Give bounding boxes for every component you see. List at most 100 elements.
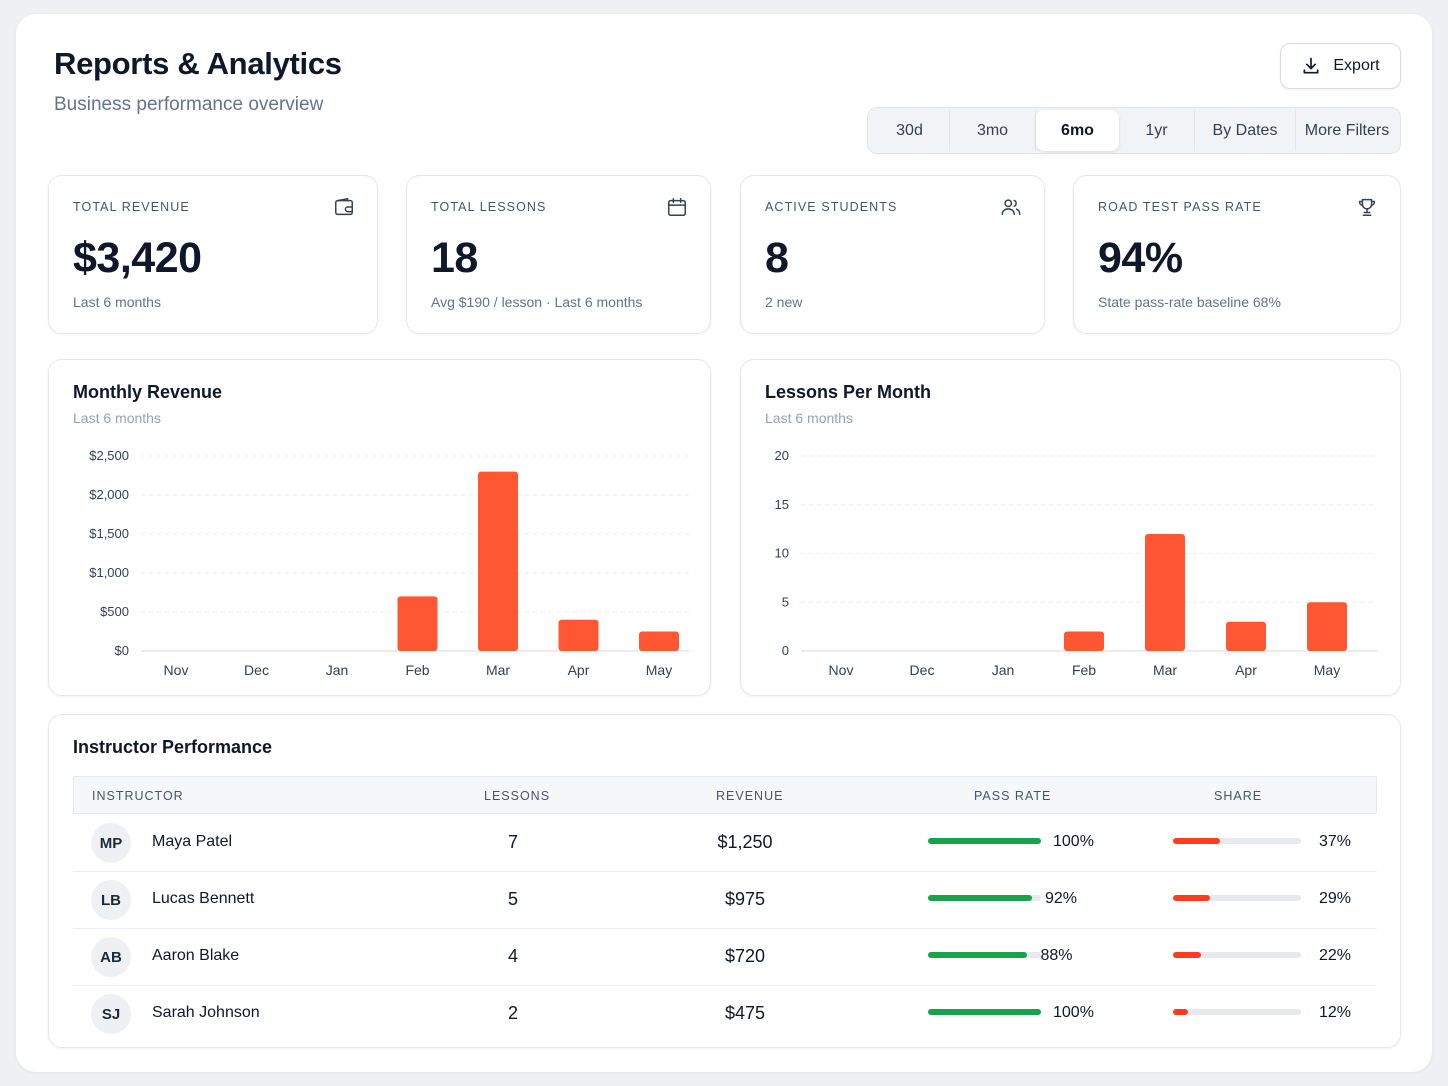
pass-rate-fill — [928, 1009, 1041, 1015]
section-title: Instructor Performance — [73, 737, 273, 757]
instructor-name: Aaron Blake — [152, 947, 240, 964]
stat-value: 18 — [431, 234, 478, 282]
revenue-value: $720 — [724, 946, 766, 966]
users-icon — [1001, 199, 1021, 216]
stat-value: 94% — [1098, 234, 1183, 282]
x-tick-label: Dec — [910, 662, 935, 678]
bar-apr[interactable] — [1226, 621, 1266, 651]
stat-sub: State pass-rate baseline 68% — [1098, 294, 1281, 310]
monthly-revenue-card: Monthly Revenue Last 6 months $0 $500 $1,0… — [48, 359, 711, 696]
share-fill — [1173, 952, 1202, 958]
stat-label: ROAD TEST PASS RATE — [1098, 200, 1262, 214]
share-bar — [1173, 895, 1301, 901]
share-fill — [1173, 838, 1221, 844]
bar-mar[interactable] — [478, 471, 518, 651]
y-tick-label: $0 — [115, 643, 129, 658]
avatar: LB — [91, 880, 131, 920]
tab-30d[interactable]: 30d — [870, 110, 950, 151]
x-tick-label: Jan — [992, 662, 1015, 678]
page-subtitle: Business performance overview — [54, 94, 324, 115]
download-icon — [1303, 57, 1319, 74]
column-header-share: SHARE — [1214, 789, 1263, 803]
y-tick-label: 10 — [775, 546, 789, 561]
chart-title: Lessons Per Month — [765, 382, 932, 402]
stat-label: TOTAL LESSONS — [431, 200, 547, 214]
x-tick-label: Mar — [1153, 662, 1177, 678]
share-bar — [1173, 838, 1301, 844]
x-tick-label: Nov — [164, 662, 189, 678]
share-value: 22% — [1319, 947, 1352, 964]
tab-6mo[interactable]: 6mo — [1036, 110, 1119, 151]
stat-value: 8 — [765, 234, 789, 282]
share-bar — [1173, 952, 1301, 958]
revenue-value: $475 — [724, 1003, 766, 1023]
calendar-icon — [668, 198, 686, 216]
period-tabs: 30d 3mo 6mo 1yr By Dates More Filters — [867, 107, 1401, 154]
column-header-pass-rate: PASS RATE — [974, 789, 1052, 803]
tab-more-filters[interactable]: More Filters — [1304, 121, 1390, 139]
y-tick-label: $2,000 — [89, 487, 129, 502]
pass-rate-value: 100% — [1053, 1004, 1094, 1021]
share-value: 37% — [1319, 833, 1352, 850]
tab-1yr[interactable]: 1yr — [1119, 110, 1195, 151]
table-row[interactable]: MP Maya Patel 7 $1,250 100% 37% — [73, 815, 1377, 872]
share-fill — [1173, 1009, 1189, 1015]
y-tick-label: $2,500 — [89, 448, 129, 463]
pass-rate-value: 88% — [1040, 947, 1073, 964]
stat-card-students: ACTIVE STUDENTS 8 2 new — [740, 175, 1045, 334]
bar-may[interactable] — [1307, 602, 1347, 651]
lessons-per-month-chart: 0 5 10 15 20 Nov Dec Jan Feb Mar Apr May — [775, 448, 1377, 678]
y-tick-label: $1,000 — [89, 565, 129, 580]
export-label: Export — [1333, 57, 1380, 74]
reports-page: Reports & Analytics Business performance… — [16, 14, 1432, 1072]
x-tick-label: Jan — [326, 662, 349, 678]
pass-rate-bar — [928, 1009, 1041, 1015]
lessons-per-month-card: Lessons Per Month Last 6 months 0 5 10 15 20… — [740, 359, 1401, 696]
y-tick-label: 15 — [775, 497, 789, 512]
x-tick-label: Dec — [244, 662, 269, 678]
chart-title: Monthly Revenue — [73, 382, 223, 402]
table-row[interactable]: AB Aaron Blake 4 $720 88% 22% — [73, 929, 1377, 986]
x-tick-label: Nov — [829, 662, 854, 678]
instructor-performance-card: Instructor Performance INSTRUCTOR LESSON… — [48, 714, 1401, 1048]
table-row[interactable]: LB Lucas Bennett 5 $975 92% 29% — [73, 872, 1377, 929]
x-tick-label: Apr — [1235, 662, 1257, 678]
pass-rate-bar — [928, 895, 1041, 901]
stat-label: TOTAL REVENUE — [73, 200, 190, 214]
table-row[interactable]: SJ Sarah Johnson 2 $475 100% 12% — [73, 986, 1377, 1043]
instructor-name: Sarah Johnson — [152, 1004, 260, 1021]
lessons-count: 2 — [507, 1003, 518, 1023]
lessons-count: 7 — [507, 832, 518, 852]
x-tick-label: May — [1314, 662, 1340, 678]
instructor-name: Maya Patel — [152, 833, 233, 850]
avatar: SJ — [91, 994, 131, 1034]
avatar: AB — [91, 937, 131, 977]
bar-may[interactable] — [639, 631, 679, 652]
tab-3mo[interactable]: 3mo — [950, 110, 1036, 151]
stat-label: ACTIVE STUDENTS — [765, 200, 898, 214]
pass-rate-bar — [928, 838, 1041, 844]
y-tick-label: $500 — [100, 604, 129, 619]
bar-apr[interactable] — [558, 619, 599, 651]
table-header: INSTRUCTOR LESSONS REVENUE PASS RATE SHA… — [73, 776, 1377, 814]
column-header-lessons: LESSONS — [484, 789, 551, 803]
x-tick-label: Apr — [568, 662, 590, 678]
revenue-value: $1,250 — [717, 832, 773, 852]
column-header-instructor: INSTRUCTOR — [92, 789, 184, 803]
stat-card-pass-rate: ROAD TEST PASS RATE 94% State pass-rate … — [1073, 175, 1401, 334]
export-button[interactable]: Export — [1280, 43, 1401, 89]
pass-rate-value: 92% — [1044, 890, 1077, 907]
instructor-name: Lucas Bennett — [152, 890, 255, 907]
bar-feb[interactable] — [1064, 631, 1104, 652]
stat-card-lessons: TOTAL LESSONS 18 Avg $190 / lesson · Las… — [406, 175, 711, 334]
bar-feb[interactable] — [397, 596, 438, 651]
column-header-revenue: REVENUE — [716, 789, 784, 803]
monthly-revenue-chart: $0 $500 $1,000 $1,500 $2,000 $2,500 Nov Dec Jan F… — [89, 448, 689, 678]
tab-by-dates[interactable]: By Dates — [1195, 110, 1296, 151]
stat-value: $3,420 — [73, 234, 202, 282]
pass-rate-bar — [928, 952, 1041, 958]
y-tick-label: 0 — [782, 643, 789, 658]
x-tick-label: May — [646, 662, 672, 678]
bar-mar[interactable] — [1145, 534, 1185, 651]
y-tick-label: $1,500 — [89, 526, 129, 541]
